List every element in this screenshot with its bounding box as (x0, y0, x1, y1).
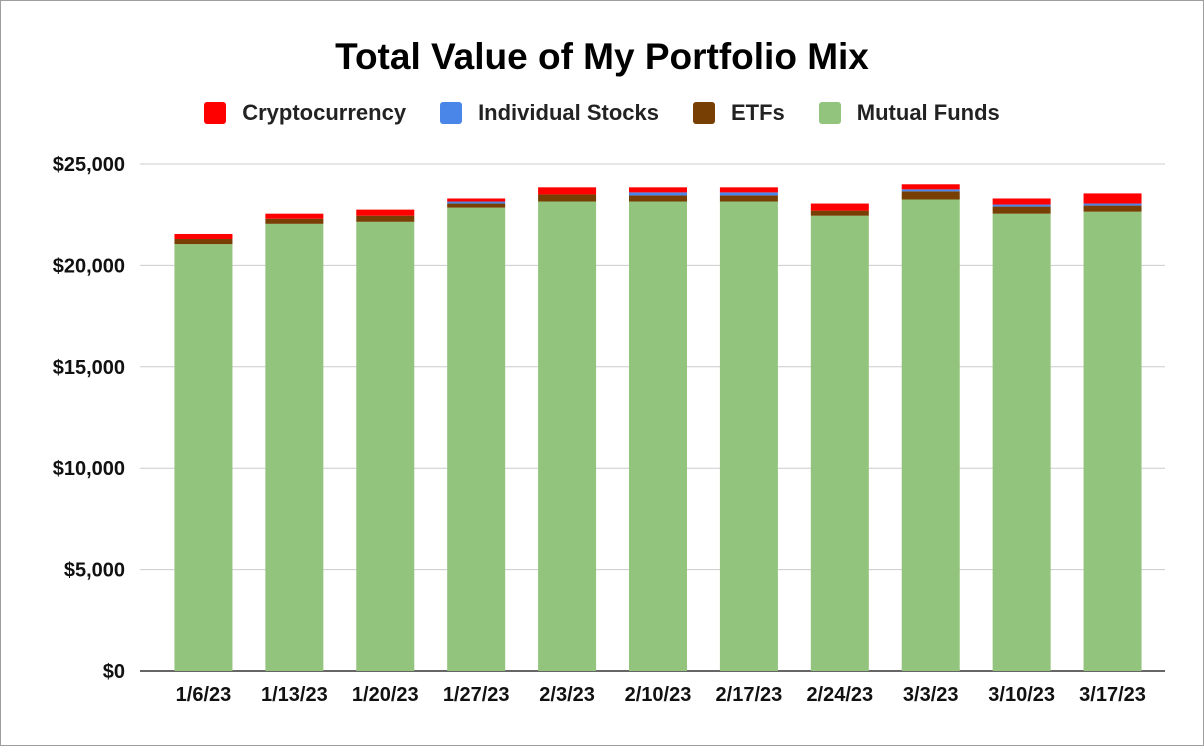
bar-segment-individual-stocks (901, 189, 960, 192)
x-tick-label: 1/6/23 (176, 684, 232, 706)
bar-segment-mutual-funds (447, 207, 506, 672)
bar-segment-mutual-funds (719, 201, 778, 671)
x-tick-label: 1/27/23 (443, 684, 510, 706)
bar-segment-cryptocurrency (901, 184, 960, 190)
x-tick-label: 2/10/23 (625, 684, 692, 706)
x-tick-label: 3/3/23 (903, 684, 959, 706)
bar-segment-mutual-funds (265, 223, 324, 672)
x-tick-label: 1/20/23 (352, 684, 419, 706)
legend-item: ETFs (693, 100, 785, 126)
legend-label: Cryptocurrency (242, 100, 407, 125)
bar-segment-etfs (810, 210, 869, 216)
bar-segment-individual-stocks (719, 192, 778, 196)
bar-segment-etfs (356, 215, 415, 222)
bar-segment-etfs (538, 194, 597, 202)
bar-segment-etfs (901, 191, 960, 200)
bar-segment-mutual-funds (901, 199, 960, 672)
bar-segment-cryptocurrency (810, 203, 869, 211)
bar-segment-mutual-funds (810, 215, 869, 672)
y-tick-label: $20,000 (53, 255, 125, 277)
y-tick-label: $0 (103, 661, 125, 683)
legend-item: Cryptocurrency (204, 100, 406, 126)
legend-swatch (818, 102, 841, 124)
bar-segment-individual-stocks (992, 204, 1051, 207)
bar-segment-cryptocurrency (1083, 193, 1142, 204)
y-tick-label: $15,000 (53, 357, 125, 379)
bar-segment-etfs (265, 218, 324, 224)
bar-segment-mutual-funds (992, 213, 1051, 671)
legend-item: Mutual Funds (818, 100, 1000, 126)
bar-segment-cryptocurrency (538, 187, 597, 195)
legend-label: Mutual Funds (856, 100, 1000, 125)
bar-segment-etfs (1083, 205, 1142, 212)
y-tick-label: $5,000 (64, 560, 125, 582)
x-tick-label: 2/17/23 (716, 684, 783, 706)
bar-segment-cryptocurrency (174, 233, 233, 240)
bar-segment-etfs (629, 195, 687, 202)
bar-segment-cryptocurrency (992, 198, 1051, 205)
bar-segment-mutual-funds (1083, 211, 1142, 671)
chart-title: Total Value of My Portfolio Mix (335, 36, 869, 77)
x-tick-label: 1/13/23 (261, 684, 328, 706)
legend-item: Individual Stocks (440, 100, 659, 126)
bar-segment-individual-stocks (447, 201, 506, 204)
x-tick-label: 2/3/23 (539, 684, 595, 706)
x-tick-label: 3/10/23 (988, 684, 1055, 706)
x-tick-label: 2/24/23 (806, 684, 873, 706)
chart-legend: Cryptocurrency Individual Stocks ETFs Mutua… (0, 100, 1204, 126)
bar-segment-cryptocurrency (356, 209, 415, 216)
bar-segment-etfs (719, 195, 778, 202)
bar-segment-etfs (447, 203, 506, 208)
bar-segment-mutual-funds (629, 201, 687, 671)
bar-segment-mutual-funds (356, 221, 415, 671)
bar-segment-etfs (174, 239, 233, 245)
x-tick-label: 3/17/23 (1079, 684, 1146, 706)
bar-segment-cryptocurrency (719, 187, 778, 193)
legend-swatch (693, 102, 715, 124)
bar-segment-individual-stocks (629, 192, 687, 196)
bar-segment-individual-stocks (1083, 203, 1142, 206)
bar-segment-mutual-funds (538, 201, 597, 671)
bar-segment-cryptocurrency (447, 198, 506, 202)
y-tick-label: $10,000 (53, 458, 125, 480)
y-tick-label: $25,000 (53, 154, 125, 176)
legend-swatch (204, 102, 227, 124)
bar-segment-etfs (992, 206, 1051, 214)
bar-segment-mutual-funds (174, 244, 233, 671)
bar-segment-cryptocurrency (265, 213, 324, 219)
legend-label: Individual Stocks (478, 100, 659, 125)
legend-swatch (440, 102, 463, 124)
bar-segment-cryptocurrency (629, 187, 687, 193)
legend-label: ETFs (731, 100, 785, 125)
